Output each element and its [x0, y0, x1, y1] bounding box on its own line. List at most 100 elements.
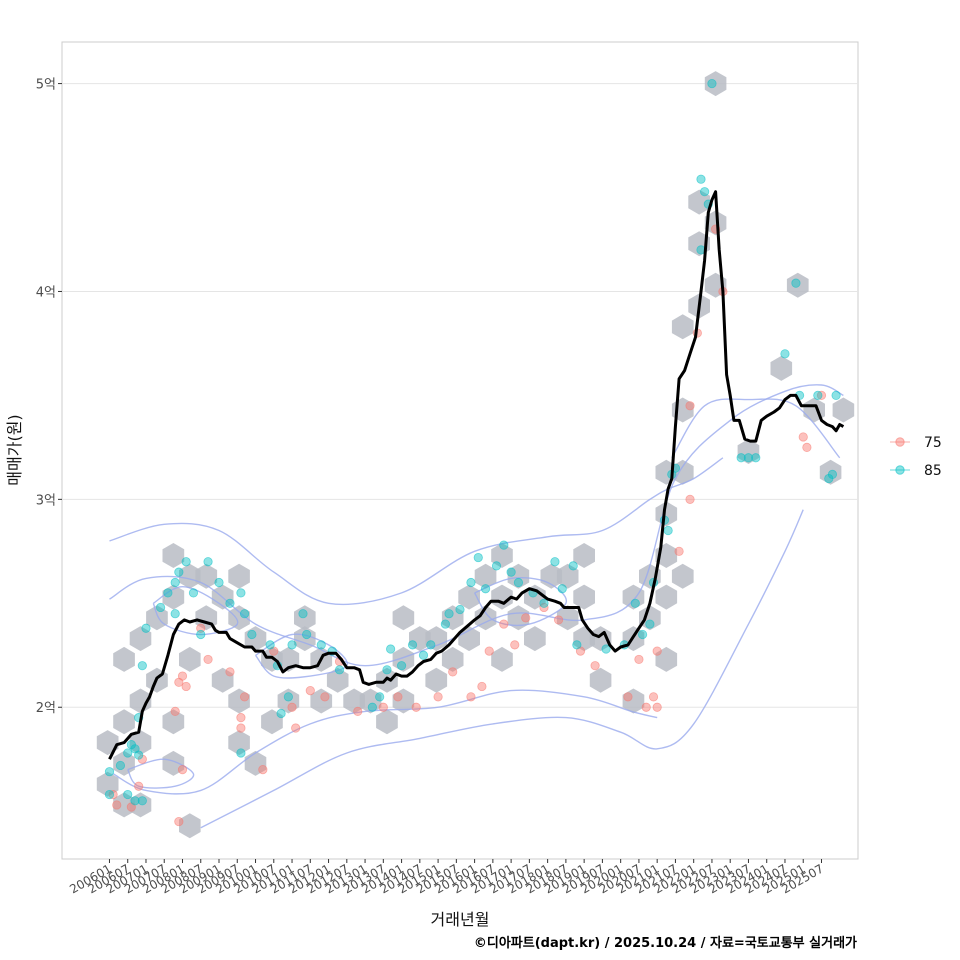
point-series-85 [382, 665, 392, 675]
hexbin [310, 688, 333, 714]
point-series-85 [287, 640, 297, 650]
point-series-85 [601, 644, 611, 654]
hexbin [113, 646, 135, 672]
point-series-75 [291, 723, 301, 733]
point-series-75 [236, 713, 246, 723]
point-series-85 [137, 661, 147, 671]
hexbin [737, 439, 760, 464]
point-series-85 [407, 640, 418, 650]
point-series-85 [396, 661, 407, 671]
point-series-75 [112, 800, 122, 810]
point-series-85 [203, 557, 213, 567]
point-series-85 [696, 174, 706, 184]
hexbin [129, 730, 152, 756]
point-series-75 [802, 442, 812, 452]
point-series-85 [513, 577, 524, 588]
point-series-85 [276, 708, 286, 719]
legend-key-75 [895, 437, 905, 447]
point-series-85 [831, 390, 841, 401]
trend-layer [108, 190, 845, 760]
point-series-75 [623, 692, 633, 702]
hexbin [655, 584, 678, 610]
hexbin [392, 646, 415, 672]
point-series-85 [367, 702, 377, 712]
hexbin [425, 626, 448, 652]
point-series-75 [652, 646, 662, 656]
point-series-85 [155, 602, 166, 613]
point-series-85 [480, 584, 491, 594]
hexbin [556, 605, 579, 631]
point-series-75 [648, 692, 659, 702]
legend-label: 75 [924, 435, 942, 451]
trend-line [108, 190, 845, 760]
point-series-75 [177, 671, 188, 681]
point-series-85 [247, 629, 257, 640]
point-series-75 [287, 702, 297, 712]
point-series-85 [506, 567, 516, 577]
y-tick-label: 2억 [36, 701, 56, 716]
hexbin [409, 626, 431, 652]
hexbin [228, 688, 250, 714]
point-series-75 [634, 654, 644, 665]
point-series-75 [134, 781, 144, 791]
hexbin [162, 709, 185, 735]
point-series-85 [568, 561, 578, 571]
y-axis-title: 매매가(원) [5, 414, 24, 485]
point-series-85 [418, 650, 429, 660]
point-series-85 [491, 561, 502, 571]
hexbin [441, 646, 464, 672]
y-axis: 2억 3억 4억 5억 [36, 78, 62, 716]
point-series-85 [123, 748, 133, 758]
point-series-85 [104, 789, 115, 800]
point-series-85 [572, 640, 582, 650]
point-series-75 [239, 692, 250, 702]
point-series-85 [283, 692, 293, 702]
point-series-75 [521, 613, 531, 623]
y-tick-label: 5억 [36, 78, 56, 93]
point-series-75 [196, 623, 206, 633]
hexbin [524, 626, 546, 652]
point-series-75 [798, 432, 808, 442]
point-series-75 [641, 702, 651, 712]
y-tick-label: 4억 [36, 285, 56, 300]
hexbin [179, 646, 201, 672]
point-series-85 [302, 629, 312, 640]
point-series-85 [700, 187, 710, 197]
point-series-85 [751, 453, 761, 463]
point-series-85 [663, 525, 673, 536]
hexbin [392, 688, 415, 714]
point-series-75 [353, 706, 363, 716]
hexbin [573, 584, 595, 610]
hexbin [832, 397, 855, 423]
point-series-85 [550, 557, 560, 567]
hexbin [162, 584, 185, 610]
density-contour [127, 758, 195, 789]
point-series-75 [652, 702, 662, 712]
point-series-85 [637, 629, 648, 640]
point-series-85 [557, 584, 567, 594]
hexbin [162, 750, 185, 776]
point-series-85 [539, 598, 549, 608]
hexbin [622, 584, 645, 610]
point-series-75 [590, 661, 600, 671]
point-series-85 [499, 540, 509, 550]
point-series-75 [553, 615, 564, 625]
point-series-75 [510, 640, 520, 650]
hexbin [244, 626, 267, 652]
hexbin [671, 459, 694, 485]
point-series-75 [816, 390, 827, 401]
grid-lines [62, 83, 858, 708]
point-series-85 [334, 665, 345, 675]
point-series-75 [499, 619, 509, 629]
legend: 75 85 [890, 435, 942, 479]
point-series-85 [426, 640, 436, 650]
density-contour [152, 585, 239, 636]
legend-label: 85 [924, 463, 942, 479]
hexbin [573, 543, 595, 568]
point-series-85 [386, 644, 396, 654]
point-series-85 [265, 640, 275, 650]
point-series-85 [239, 609, 250, 619]
hexbin [671, 314, 694, 340]
point-series-75 [225, 667, 235, 677]
